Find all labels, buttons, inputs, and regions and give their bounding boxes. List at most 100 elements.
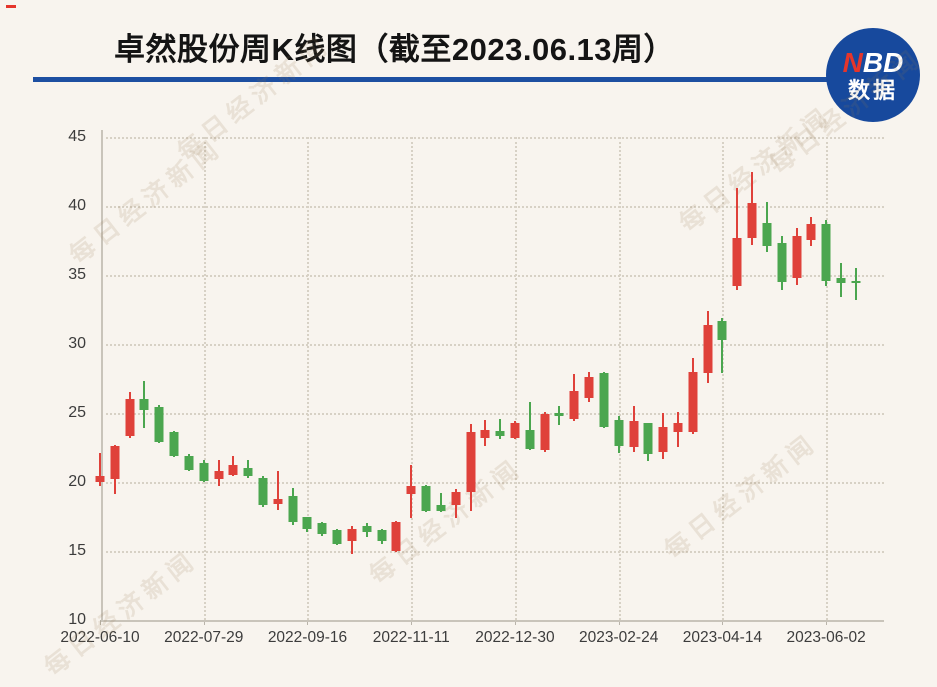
- x-gridline: [411, 137, 414, 620]
- candle-body-down: [258, 477, 268, 506]
- title-divider: [33, 77, 886, 82]
- candle-body-down: [643, 422, 653, 455]
- candle-wick: [528, 401, 531, 451]
- x-gridline: [203, 137, 206, 620]
- candle-body-up: [228, 465, 238, 476]
- candle-body-down: [554, 413, 564, 416]
- candle-body-down: [599, 372, 609, 427]
- candle-body-down: [762, 222, 772, 246]
- candle-body-down: [288, 495, 298, 523]
- candle-body-down: [495, 430, 505, 437]
- y-gridline: [101, 344, 884, 346]
- candle-body-up: [569, 390, 579, 419]
- x-axis-label: 2022-12-30: [475, 629, 555, 646]
- nbd-data-logo: NBD 数据: [826, 28, 920, 122]
- x-axis-label: 2022-11-11: [372, 629, 450, 646]
- candle-body-up: [95, 476, 105, 482]
- candle-body-down: [377, 530, 387, 542]
- y-axis-label: 25: [68, 404, 86, 421]
- candle-body-down: [421, 486, 431, 511]
- y-gridline: [101, 482, 884, 484]
- candle-body-up: [214, 470, 224, 480]
- candle-body-down: [139, 399, 149, 411]
- candle-wick: [499, 418, 502, 440]
- x-axis-label: 2022-09-16: [267, 629, 348, 646]
- nbd-logo-text: NBD: [842, 46, 904, 78]
- candle-body-down: [821, 223, 831, 281]
- x-gridline: [722, 137, 725, 620]
- candle-body-down: [302, 516, 312, 529]
- y-gridline: [101, 275, 884, 277]
- candle-wick: [439, 493, 442, 513]
- y-axis-label: 35: [68, 266, 86, 283]
- x-axis-label: 2023-06-02: [786, 629, 866, 646]
- candle-body-down: [614, 419, 624, 447]
- candle-body-up: [688, 371, 698, 433]
- y-axis-label: 20: [68, 473, 86, 490]
- candle-body-down: [332, 530, 342, 545]
- y-axis-label: 30: [68, 335, 86, 352]
- candle-body-up: [406, 486, 416, 495]
- candle-body-down: [525, 429, 535, 449]
- candle-wick: [854, 268, 857, 300]
- x-axis-line: [101, 620, 884, 622]
- candle-body-up: [125, 399, 135, 437]
- candle-body-up: [451, 491, 461, 506]
- candle-wick: [558, 406, 561, 426]
- candle-body-down: [154, 407, 164, 442]
- y-gridline: [101, 413, 884, 415]
- candle-body-up: [347, 528, 357, 542]
- candle-body-up: [510, 422, 520, 438]
- candle-body-down: [777, 243, 787, 282]
- candle-body-down: [851, 280, 861, 284]
- candle-body-up: [584, 377, 594, 398]
- nbd-logo-subtext: 数据: [847, 78, 898, 104]
- x-axis-tick: [411, 620, 413, 625]
- y-axis-label: 10: [68, 611, 86, 628]
- candle-body-up: [540, 414, 550, 451]
- candle-body-down: [836, 277, 846, 284]
- candle-body-up: [806, 223, 816, 241]
- watermark-text: 每日经济新闻: [172, 30, 337, 167]
- candle-body-down: [199, 462, 209, 481]
- candle-body-up: [703, 324, 713, 373]
- candle-body-up: [391, 522, 401, 551]
- x-axis-tick: [618, 620, 620, 625]
- candle-body-up: [747, 203, 757, 238]
- candle-body-up: [658, 426, 668, 452]
- x-gridline: [514, 137, 517, 620]
- x-gridline: [618, 137, 621, 620]
- candle-body-up: [466, 432, 475, 492]
- candle-wick: [721, 317, 724, 373]
- y-gridline: [101, 551, 884, 553]
- x-axis-label: 2023-04-14: [682, 629, 763, 646]
- page-title: 卓然股份周K线图（截至2023.06.13周）: [114, 32, 676, 67]
- x-axis-label: 2022-06-10: [60, 629, 140, 646]
- x-axis-label: 2022-07-29: [164, 629, 244, 646]
- candle-body-down: [717, 320, 727, 340]
- corner-red-dash: [6, 5, 16, 8]
- candle-body-up: [480, 429, 490, 438]
- candle-body-down: [317, 523, 327, 535]
- candle-body-down: [362, 526, 372, 532]
- candle-body-down: [169, 432, 179, 456]
- x-axis-tick: [826, 620, 828, 625]
- candle-body-up: [673, 422, 683, 433]
- x-axis-label: 2023-02-24: [579, 629, 659, 646]
- x-gridline: [307, 137, 310, 620]
- candle-body-up: [110, 446, 120, 480]
- x-axis-tick: [514, 620, 516, 625]
- x-axis-tick: [307, 620, 309, 625]
- x-axis-tick: [203, 620, 205, 625]
- y-axis-label: 15: [68, 542, 86, 559]
- candle-body-up: [792, 236, 802, 278]
- candle-body-down: [436, 505, 446, 511]
- candle-wick: [99, 453, 101, 487]
- candle-body-down: [184, 455, 194, 470]
- watermark-text: 每日经济新闻: [764, 43, 929, 180]
- y-axis-line: [101, 130, 103, 620]
- y-axis-label: 40: [68, 197, 86, 214]
- y-gridline: [101, 137, 884, 139]
